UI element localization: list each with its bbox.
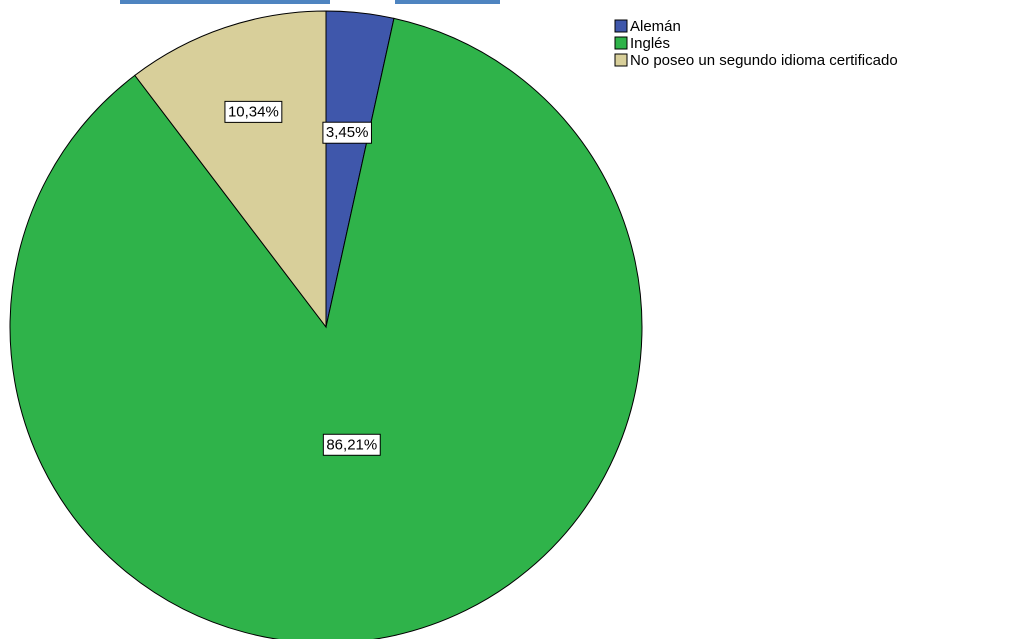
data-label-1: 3,45% bbox=[322, 121, 372, 144]
legend-swatch-3 bbox=[614, 53, 628, 67]
data-label-2: 86,21% bbox=[322, 433, 381, 456]
data-label-box-3 bbox=[224, 100, 283, 123]
data-label-box-1 bbox=[322, 121, 372, 144]
pie-slice-2 bbox=[9, 17, 643, 639]
data-label-box-2 bbox=[322, 433, 381, 456]
legend-item-3: No poseo un segundo idioma certificado bbox=[614, 52, 898, 69]
data-label-text-3: 10,34% bbox=[228, 103, 279, 120]
legend-item-1: Alemán bbox=[614, 18, 681, 35]
pie-slice-3 bbox=[134, 10, 327, 329]
pie-slices bbox=[9, 10, 643, 639]
pie-data-labels: 3,45% 86,21% 10,34% bbox=[224, 100, 381, 456]
legend-item-2: Inglés bbox=[614, 35, 670, 52]
legend-swatch-1 bbox=[614, 19, 628, 33]
legend-label-3: No poseo un segundo idioma certificado bbox=[630, 52, 898, 69]
legend-swatch-2 bbox=[614, 36, 628, 50]
data-label-text-2: 86,21% bbox=[326, 436, 377, 453]
cropped-title-fragment-left bbox=[120, 0, 330, 4]
cropped-title-fragment-right bbox=[395, 0, 500, 4]
data-label-3: 10,34% bbox=[224, 100, 283, 123]
cropped-title bbox=[120, 0, 500, 4]
data-label-text-1: 3,45% bbox=[326, 124, 369, 141]
legend-label-1: Alemán bbox=[630, 18, 681, 35]
legend-label-2: Inglés bbox=[630, 35, 670, 52]
